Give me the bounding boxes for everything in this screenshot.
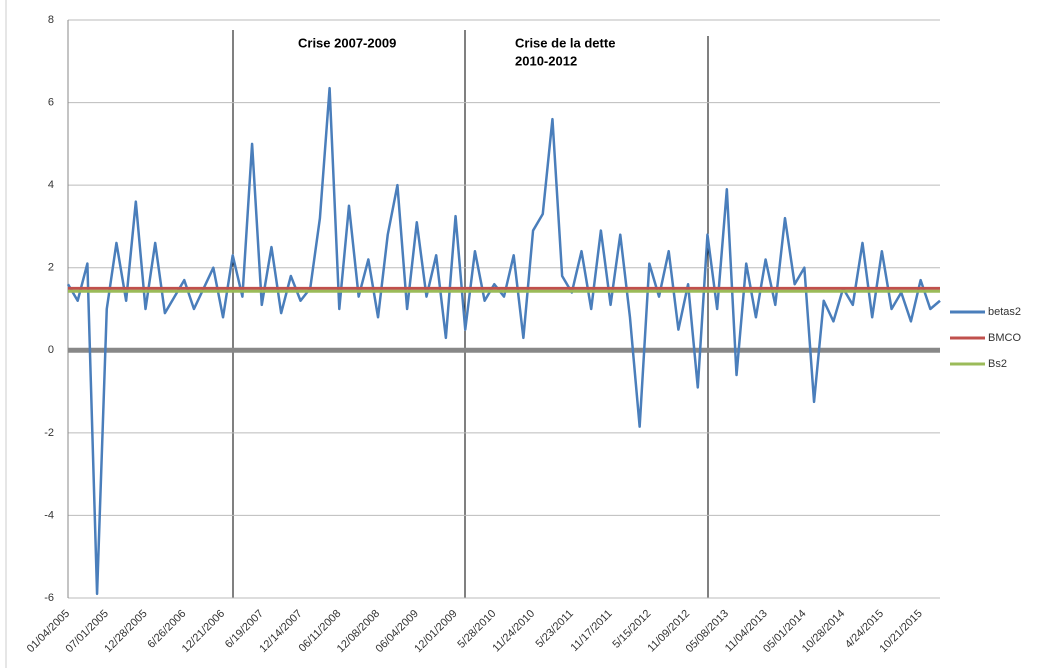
x-tick-label: 11/17/2011 — [568, 608, 614, 654]
legend-label: Bs2 — [988, 358, 1007, 370]
y-tick-label: -4 — [44, 509, 54, 521]
data-line — [66, 86, 941, 596]
annotation: 2010-2012 — [515, 53, 577, 68]
y-tick-label: 2 — [48, 262, 54, 274]
legend-label: BMCO — [988, 332, 1021, 344]
annotation: Crise de la dette — [515, 35, 615, 50]
annotation: Crise 2007-2009 — [298, 35, 396, 50]
y-tick-label: -2 — [44, 427, 54, 439]
y-tick-label: 4 — [48, 179, 54, 191]
y-tick-label: 6 — [48, 96, 54, 108]
x-tick-label: 11/24/2010 — [490, 608, 537, 655]
y-tick-label: -6 — [44, 592, 54, 604]
y-tick-label: 8 — [48, 14, 54, 26]
legend-label: betas2 — [988, 306, 1021, 318]
y-tick-label: 0 — [48, 344, 54, 356]
